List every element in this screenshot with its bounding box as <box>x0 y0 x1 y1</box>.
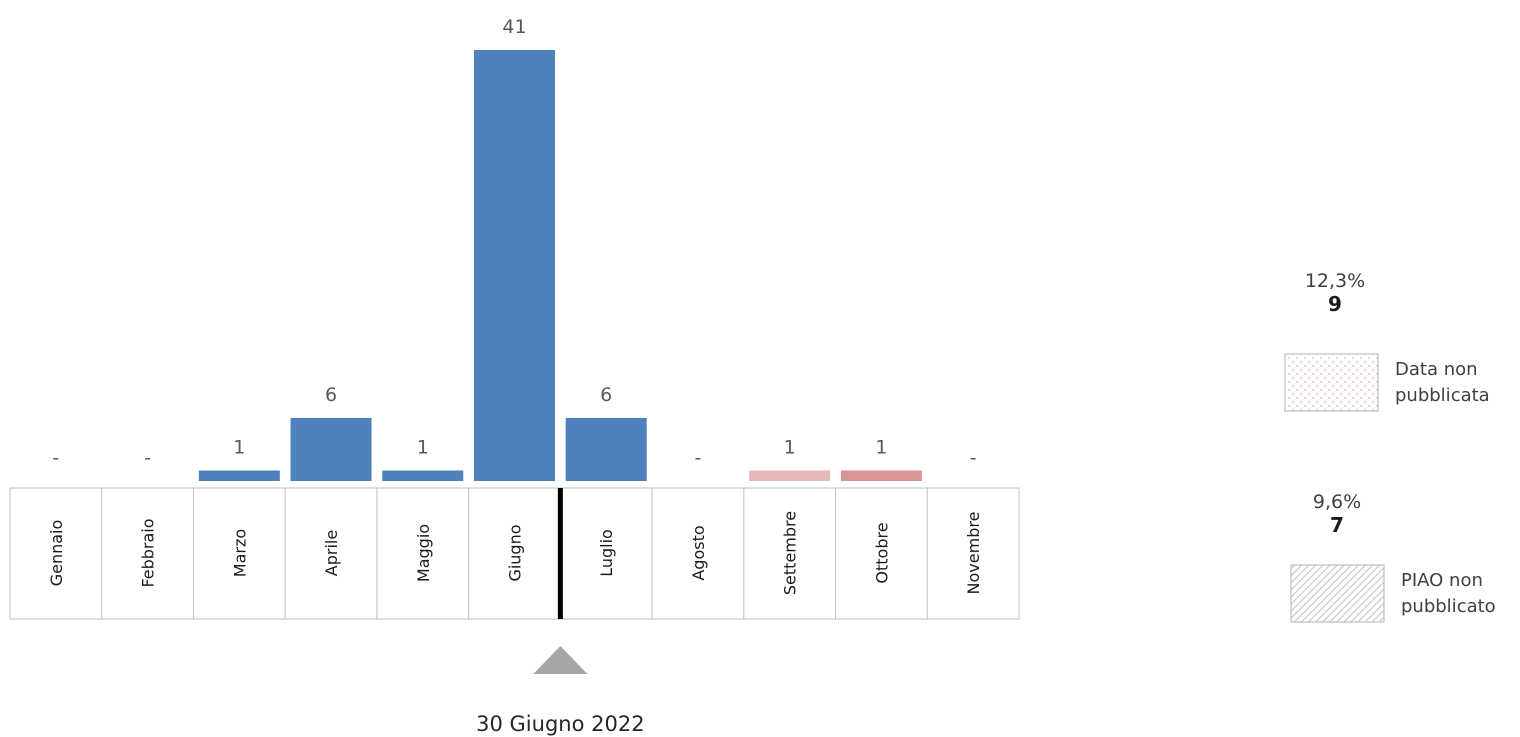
tick-label-settembre: Settembre <box>781 511 800 595</box>
triangle-up-icon <box>533 646 588 674</box>
stat-data-non-pubblicata: 12,3% 9 <box>1285 270 1385 316</box>
bar-settembre <box>749 470 831 481</box>
tick-label-novembre: Novembre <box>964 512 983 595</box>
tick-label-agosto: Agosto <box>689 525 708 580</box>
bar-giugno <box>474 50 555 481</box>
legend-label: PIAO non pubblicato <box>1401 570 1496 617</box>
tick-label-maggio: Maggio <box>414 524 433 582</box>
tick-label-marzo: Marzo <box>230 529 249 577</box>
stat-count: 9 <box>1328 292 1342 316</box>
data-label-giugno: 41 <box>502 16 526 38</box>
tick-label-febbraio: Febbraio <box>139 518 158 587</box>
data-label-febbraio: - <box>144 447 151 469</box>
legend-item-data-non-pubblicata: Data non pubblicata <box>1283 352 1490 414</box>
stat-percent: 12,3% <box>1304 270 1366 292</box>
stat-percent: 9,6% <box>1312 491 1362 513</box>
tick-label-gennaio: Gennaio <box>47 520 66 587</box>
tick-label-giugno: Giugno <box>506 524 525 581</box>
bar-ottobre <box>840 470 922 481</box>
data-label-settembre: 1 <box>784 436 796 458</box>
hatched-swatch-icon <box>1290 564 1385 623</box>
marker-label: 30 Giugno 2022 <box>476 712 644 736</box>
data-label-ottobre: 1 <box>875 436 887 458</box>
category-axis: Gennaio Febbraio Marzo Aprile Maggio Giugno Lu… <box>9 487 1020 620</box>
data-label-gennaio: - <box>52 447 59 469</box>
stat-count: 7 <box>1330 513 1344 537</box>
legend-item-piao-non-pubblicato: PIAO non pubblicato <box>1289 563 1496 625</box>
bar-luglio <box>565 417 647 481</box>
data-label-maggio: 1 <box>417 436 429 458</box>
legend-label: Data non pubblicata <box>1395 359 1490 406</box>
dotted-swatch-icon <box>1284 353 1379 412</box>
category-table-frame <box>9 487 1020 620</box>
bar-maggio <box>382 470 464 481</box>
data-label-aprile: 6 <box>325 384 337 406</box>
bar-chart: - - 1 6 1 41 6 - 1 1 - Gennaio Febbraio Marzo Aprile M… <box>9 16 1020 736</box>
tick-label-luglio: Luglio <box>597 529 616 577</box>
stat-piao-non-pubblicato: 9,6% 7 <box>1287 491 1387 537</box>
bar-marzo <box>198 470 280 481</box>
bars-layer: - - 1 6 1 41 6 - 1 1 - <box>52 16 977 481</box>
data-label-marzo: 1 <box>233 436 245 458</box>
data-label-novembre: - <box>970 447 977 469</box>
data-label-agosto: - <box>695 447 702 469</box>
data-label-luglio: 6 <box>600 384 612 406</box>
tick-label-aprile: Aprile <box>322 530 341 576</box>
date-marker: 30 Giugno 2022 <box>476 488 645 736</box>
tick-label-ottobre: Ottobre <box>872 522 891 583</box>
bar-aprile <box>290 417 372 481</box>
